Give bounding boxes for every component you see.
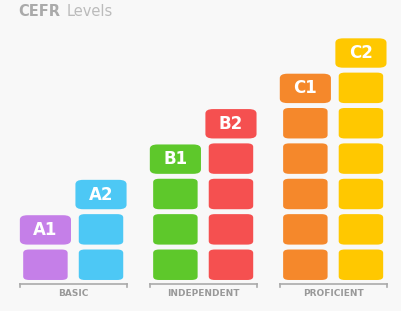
FancyBboxPatch shape [334, 38, 385, 68]
Text: CEFR: CEFR [18, 4, 61, 19]
Text: BASIC: BASIC [58, 289, 88, 298]
FancyBboxPatch shape [150, 144, 200, 174]
Text: B2: B2 [218, 115, 243, 133]
Text: C2: C2 [348, 44, 372, 62]
FancyBboxPatch shape [75, 180, 126, 209]
FancyBboxPatch shape [153, 179, 197, 209]
FancyBboxPatch shape [20, 215, 71, 244]
Text: C1: C1 [293, 79, 316, 97]
Text: INDEPENDENT: INDEPENDENT [166, 289, 239, 298]
FancyBboxPatch shape [208, 143, 253, 174]
FancyBboxPatch shape [79, 214, 123, 244]
Text: A1: A1 [33, 221, 57, 239]
FancyBboxPatch shape [282, 214, 327, 244]
FancyBboxPatch shape [208, 214, 253, 244]
FancyBboxPatch shape [23, 249, 67, 280]
Text: B1: B1 [163, 150, 187, 168]
FancyBboxPatch shape [153, 249, 197, 280]
FancyBboxPatch shape [208, 179, 253, 209]
FancyBboxPatch shape [282, 249, 327, 280]
FancyBboxPatch shape [338, 214, 382, 244]
FancyBboxPatch shape [338, 143, 382, 174]
FancyBboxPatch shape [338, 108, 382, 138]
Text: Levels: Levels [67, 4, 113, 19]
FancyBboxPatch shape [338, 73, 382, 103]
Text: PROFICIENT: PROFICIENT [302, 289, 363, 298]
FancyBboxPatch shape [279, 74, 330, 103]
FancyBboxPatch shape [79, 249, 123, 280]
FancyBboxPatch shape [338, 179, 382, 209]
FancyBboxPatch shape [282, 108, 327, 138]
FancyBboxPatch shape [153, 214, 197, 244]
FancyBboxPatch shape [338, 249, 382, 280]
FancyBboxPatch shape [282, 179, 327, 209]
FancyBboxPatch shape [282, 143, 327, 174]
FancyBboxPatch shape [205, 109, 256, 138]
FancyBboxPatch shape [208, 249, 253, 280]
Text: A2: A2 [89, 186, 113, 203]
